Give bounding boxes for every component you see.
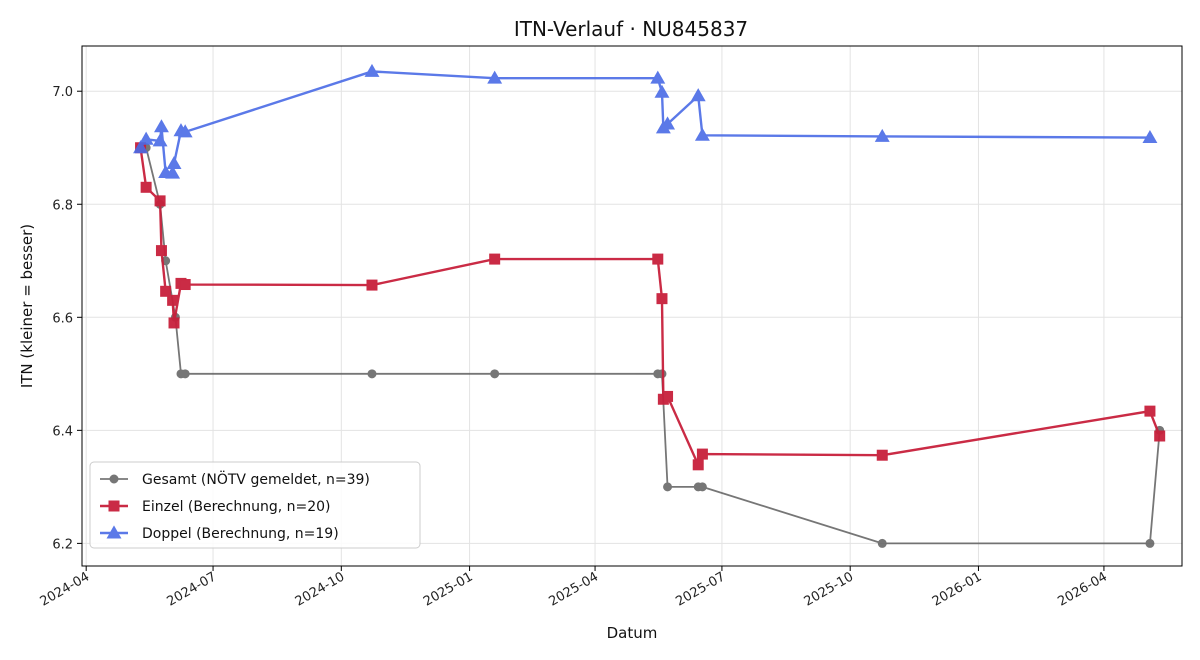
legend-box [89, 461, 421, 549]
data-point [140, 181, 152, 193]
data-point [696, 448, 708, 460]
x-tick-label: 2025-07 [673, 569, 728, 609]
data-point [367, 369, 377, 379]
y-tick-label: 6.8 [52, 198, 73, 213]
series-square [135, 142, 1166, 471]
legend-label: Doppel (Berechnung, n=19) [142, 526, 339, 542]
data-point [694, 127, 710, 141]
legend-entry [100, 525, 128, 539]
chart-title: ITN-Verlauf · NU845837 [514, 17, 748, 41]
data-point [1154, 430, 1166, 442]
y-axis: 6.2 6.4 6.6 6.8 7.0 [52, 85, 82, 552]
x-tick-label: 2025-01 [421, 569, 476, 609]
data-point [165, 165, 181, 179]
data-point [154, 195, 166, 207]
data-point [660, 116, 676, 130]
legend-marker [109, 474, 119, 484]
x-axis: 2024-04 2024-07 2024-10 2025-01 2025-04 2025-… [38, 566, 1110, 610]
y-tick-label: 7.0 [52, 85, 73, 100]
data-point [692, 459, 704, 471]
data-point [1145, 538, 1155, 548]
data-point [489, 253, 501, 265]
x-tick-label: 2024-10 [293, 569, 348, 609]
grid-lines [82, 46, 1182, 566]
x-axis-title: Datum [607, 624, 658, 642]
y-axis-title: ITN (kleiner = besser) [18, 224, 36, 388]
data-point [490, 369, 500, 379]
legend-marker [106, 525, 122, 539]
data-point [1144, 405, 1156, 417]
series-line [139, 147, 1161, 467]
x-tick-label: 2026-04 [1055, 569, 1110, 609]
data-point [877, 538, 887, 548]
x-tick-label: 2025-10 [802, 569, 857, 609]
data-point [177, 124, 193, 138]
legend-marker [108, 500, 120, 512]
data-point [180, 369, 190, 379]
x-tick-label: 2024-04 [38, 569, 93, 609]
data-point [364, 63, 380, 77]
y-tick-label: 6.4 [52, 424, 73, 439]
data-point [654, 84, 670, 98]
data-point [160, 285, 172, 297]
x-tick-label: 2025-04 [547, 569, 602, 609]
data-point [697, 482, 707, 492]
data-point [487, 70, 503, 84]
data-point [652, 253, 664, 265]
data-point [690, 88, 706, 102]
x-tick-label: 2026-01 [930, 569, 985, 609]
legend: Gesamt (NÖTV gemeldet, n=39) Einzel (Bere… [89, 461, 421, 549]
data-point [138, 131, 154, 145]
y-tick-label: 6.6 [52, 311, 73, 326]
legend-label: Gesamt (NÖTV gemeldet, n=39) [142, 470, 370, 488]
data-point [656, 293, 668, 305]
data-point [874, 128, 890, 142]
data-point [663, 482, 673, 492]
series-line [139, 70, 1150, 175]
data-point [166, 155, 182, 170]
data-point [876, 449, 888, 461]
data-point [662, 390, 674, 402]
y-tick-label: 6.2 [52, 537, 73, 552]
data-point [168, 317, 180, 329]
data-point [179, 279, 191, 291]
data-point [1142, 129, 1158, 144]
legend-entry [100, 474, 128, 484]
series-layer [133, 63, 1166, 548]
data-point [133, 140, 149, 154]
plot-area-frame [81, 45, 1183, 567]
x-tick-label: 2024-07 [165, 569, 220, 609]
data-point [155, 245, 167, 257]
data-point [650, 70, 666, 84]
data-point [366, 279, 378, 291]
data-point [152, 133, 168, 147]
legend-entry [100, 500, 128, 512]
data-point [154, 119, 169, 133]
data-point [167, 294, 179, 306]
legend-label: Einzel (Berechnung, n=20) [142, 499, 331, 515]
series-triangle [133, 63, 1158, 179]
